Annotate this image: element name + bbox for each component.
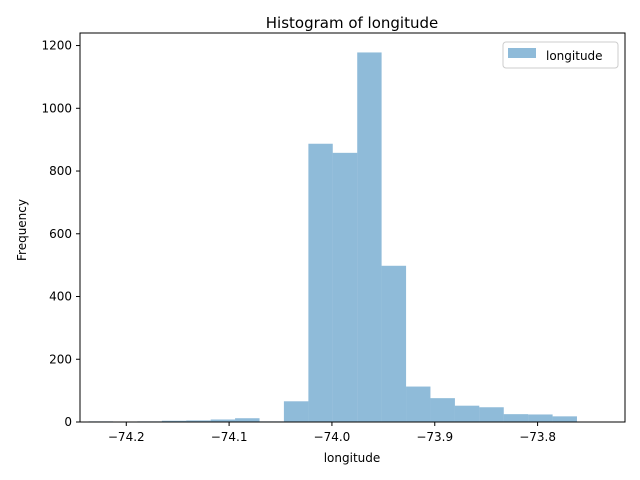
y-tick-label: 400 <box>49 290 72 304</box>
x-axis-label: longitude <box>324 451 381 465</box>
x-tick-label: −74.0 <box>314 430 351 444</box>
legend: longitude <box>502 41 619 69</box>
chart-title: Histogram of longitude <box>266 14 439 32</box>
x-axis-ticks: −74.2 −74.1 −74.0 −73.9 −73.8 <box>108 422 556 444</box>
y-tick-label: 200 <box>49 352 72 366</box>
x-tick-label: −74.2 <box>108 430 145 444</box>
histogram-bar <box>161 420 187 422</box>
histogram-bar <box>210 419 236 422</box>
y-axis-label: Frequency <box>15 199 29 261</box>
histogram-bar <box>332 152 358 422</box>
histogram-bar <box>381 265 407 422</box>
y-tick-label: 800 <box>49 164 72 178</box>
y-tick-label: 1000 <box>41 101 72 115</box>
histogram-bar <box>552 416 577 422</box>
histogram-bar <box>283 401 309 422</box>
y-tick-label: 600 <box>49 227 72 241</box>
histogram-bar <box>454 405 480 422</box>
histogram-bar <box>308 143 333 423</box>
histogram-bar <box>479 407 504 422</box>
x-tick-label: −73.9 <box>416 430 453 444</box>
histogram-bar <box>186 420 211 422</box>
histogram-bar <box>406 386 431 422</box>
histogram-bar <box>357 52 382 422</box>
bars-group <box>88 52 577 423</box>
legend-swatch <box>508 48 536 58</box>
y-axis-ticks: 0 200 400 600 800 1000 1200 <box>41 39 80 429</box>
y-tick-label: 1200 <box>41 39 72 53</box>
x-tick-label: −73.8 <box>519 430 556 444</box>
histogram-bar <box>430 398 455 422</box>
x-tick-label: −74.1 <box>211 430 248 444</box>
histogram-bar <box>235 418 260 422</box>
histogram-bar <box>528 414 553 422</box>
legend-label: longitude <box>546 49 603 63</box>
y-tick-label: 0 <box>64 415 72 429</box>
histogram-bar <box>503 414 529 422</box>
plot-frame <box>79 32 626 423</box>
